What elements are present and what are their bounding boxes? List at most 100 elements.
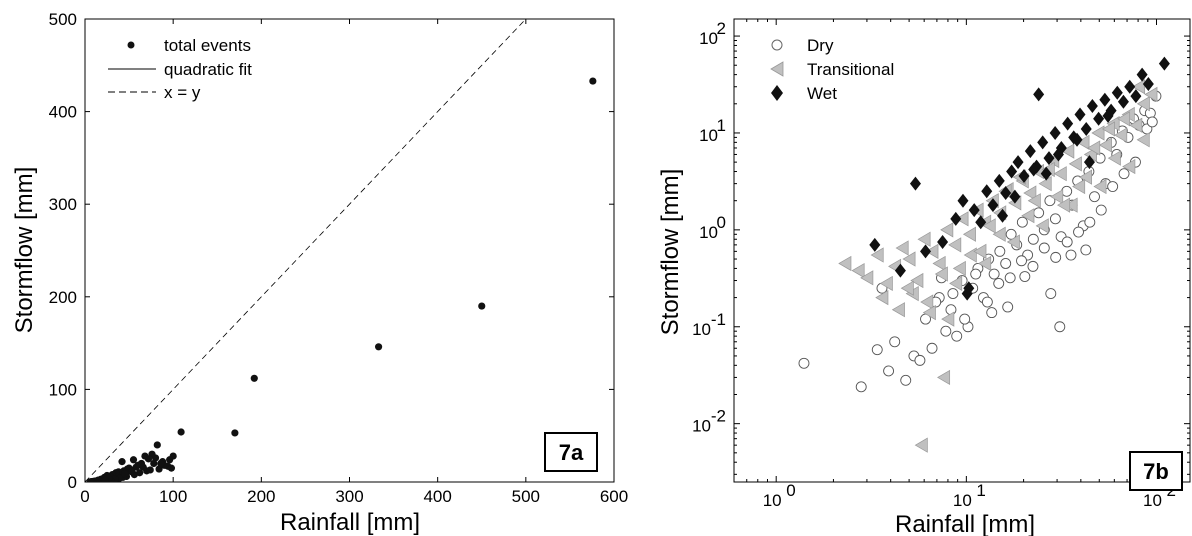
point-transitional [910, 272, 924, 289]
x-tick-label-7a: 400 [423, 487, 451, 506]
point-dry [1107, 181, 1119, 192]
y-tick-exponent-7b: -1 [711, 310, 726, 329]
panel-tag-label-7a: 7a [559, 440, 584, 465]
point-dry [900, 374, 912, 386]
point-dry [945, 304, 957, 316]
point-total-event [139, 463, 147, 471]
point-transitional [948, 237, 962, 253]
point-dry [988, 268, 1000, 280]
point-dry [1118, 168, 1130, 180]
point-dry [1054, 321, 1066, 333]
x-tick-exponent-7b: 1 [976, 481, 985, 500]
legend-label-transitional: Transitional [807, 60, 894, 79]
point-wet [1111, 85, 1123, 100]
y-tick-exponent-7b: 1 [717, 116, 726, 135]
point-transitional [914, 437, 928, 453]
point-transitional [940, 222, 954, 238]
point-transitional [1056, 197, 1071, 213]
point-dry [1038, 242, 1050, 254]
point-transitional [920, 294, 934, 310]
point-transitional [900, 280, 914, 296]
point-wet [993, 173, 1005, 188]
point-total-event [86, 478, 94, 482]
point-transitional [934, 266, 948, 282]
point-total-event [150, 459, 158, 468]
point-transitional [1076, 134, 1090, 150]
point-total-event [231, 429, 239, 437]
point-transitional [963, 247, 977, 263]
x-tick-label-7b: 10 [763, 491, 782, 510]
point-transitional [978, 255, 992, 272]
panel-7a: 0 100 200 300 400 500 600 0 100 200 300 400 500 Rain… [11, 10, 628, 536]
point-transitional [1132, 79, 1146, 95]
point-transitional [962, 226, 976, 242]
point-wet [1071, 132, 1083, 147]
series-line-x-equals-y [85, 19, 527, 482]
legend-label-quadratic-fit: quadratic fit [164, 60, 252, 79]
point-dry [981, 296, 993, 308]
point-dry [1084, 216, 1096, 228]
point-transitional [1053, 166, 1067, 182]
point-dry [1049, 213, 1061, 225]
panel-tag-box-7a [544, 432, 598, 472]
point-transitional [1027, 193, 1041, 209]
point-total-event [374, 343, 383, 351]
point-wet [1136, 67, 1148, 82]
point-dry [926, 342, 938, 354]
point-transitional [1061, 143, 1075, 159]
panel-tag-7b: 7b [1129, 451, 1183, 491]
point-dry [871, 344, 883, 356]
point-transitional [992, 226, 1006, 242]
x-tick-label-7a: 500 [512, 487, 540, 506]
point-dry [1027, 233, 1039, 245]
point-dry [1050, 251, 1062, 263]
point-total-event [157, 459, 165, 468]
point-total-event [177, 428, 185, 436]
point-dry [798, 357, 810, 369]
point-transitional [1116, 111, 1131, 127]
point-total-event [141, 452, 149, 460]
point-wet [957, 193, 969, 208]
point-transitional [1068, 156, 1082, 172]
point-dry [1144, 107, 1156, 119]
point-wet [1052, 147, 1064, 162]
point-total-event [250, 374, 258, 382]
legend-label-wet: Wet [807, 84, 837, 103]
y-tick-label-7a: 400 [49, 103, 77, 122]
point-wet [1124, 79, 1136, 94]
x-axis-label-7a: Rainfall [mm] [280, 509, 420, 536]
point-transitional [860, 270, 874, 286]
point-transitional [922, 304, 936, 321]
point-wet [1062, 116, 1074, 131]
point-wet [1043, 151, 1055, 166]
y-tick-label-7b: 10 [699, 29, 718, 48]
point-transitional [895, 240, 909, 256]
x-tick-label-7b: 10 [953, 491, 972, 510]
point-dry [986, 307, 998, 319]
point-transitional [1107, 150, 1121, 166]
point-dry [1033, 207, 1045, 219]
point-dry [1019, 271, 1031, 282]
point-total-event [589, 77, 597, 85]
point-transitional [1035, 218, 1049, 234]
plot-area-7b [733, 18, 1191, 483]
point-total-event [128, 468, 136, 476]
point-wet [975, 215, 987, 230]
point-dry [1089, 191, 1100, 203]
point-transitional [941, 311, 955, 327]
point-transitional [1114, 127, 1128, 143]
point-wet [1049, 125, 1061, 140]
point-wet [1142, 77, 1154, 92]
point-transitional [932, 255, 946, 272]
x-tick-label-7a: 600 [600, 487, 628, 506]
point-wet [1000, 186, 1012, 201]
point-wet [1009, 189, 1021, 204]
y-axis-label-7b: Stormflow [mm] [657, 169, 684, 336]
point-wet [961, 286, 973, 301]
point-dry [959, 313, 971, 325]
point-wet [1080, 121, 1092, 136]
point-transitional [955, 211, 969, 227]
y-tick-label-7a: 200 [49, 288, 77, 307]
point-dry [1005, 228, 1017, 240]
